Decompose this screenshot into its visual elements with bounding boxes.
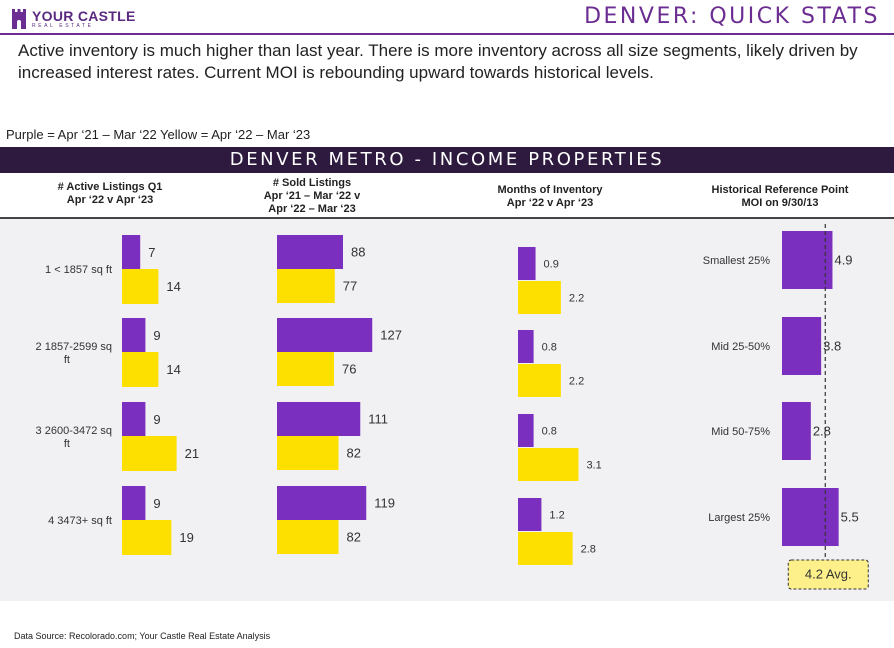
charts-canvas: 1 < 1857 sq ft 2 1857-2599 sq ft 3 2600-347… (36, 224, 869, 590)
bar-yellow (122, 436, 177, 471)
data-label: 1.2 (549, 509, 564, 521)
data-label: 9 (153, 412, 160, 427)
bar-purple (782, 488, 839, 546)
data-label: 0.9 (544, 258, 559, 270)
data-label: 2.8 (581, 543, 596, 555)
bar-yellow (277, 436, 339, 470)
data-label: 9 (153, 496, 160, 511)
column-header-months-of-inventory: Months of Inventory Apr ‘22 v Apr ‘23 (497, 184, 603, 209)
bar-purple (277, 318, 373, 352)
data-label: 3.8 (823, 338, 841, 353)
data-label: 9 (153, 328, 160, 343)
data-label: 2.2 (569, 292, 584, 304)
data-label: 2.8 (813, 423, 831, 438)
bar-yellow (122, 352, 159, 387)
category-label: Mid 50-75% (711, 426, 770, 438)
data-label: 4.9 (834, 252, 852, 267)
bar-yellow (518, 448, 579, 481)
data-label: 2.2 (569, 375, 584, 387)
title-divider (0, 33, 894, 35)
data-label: 127 (380, 327, 402, 342)
bar-purple (122, 318, 146, 353)
chart-panel: 1 < 1857 sq ft 2 1857-2599 sq ft 3 2600-347… (0, 219, 894, 601)
column-header-historical-moi: Historical Reference Point MOI on 9/30/1… (711, 184, 849, 209)
category-label: Smallest 25% (703, 255, 770, 267)
data-label: 7 (148, 245, 155, 260)
brand-subtitle: REAL ESTATE (32, 23, 94, 29)
bar-yellow (277, 352, 334, 386)
data-label: 14 (166, 279, 180, 294)
bar-purple (518, 330, 534, 363)
bar-yellow (518, 364, 561, 397)
data-label: 0.8 (542, 425, 557, 437)
data-label: 3.1 (586, 459, 601, 471)
section-banner: DENVER METRO - INCOME PROPERTIES (0, 147, 894, 173)
data-label: 82 (347, 445, 361, 460)
bar-purple (277, 486, 367, 520)
data-label: 77 (343, 278, 357, 293)
row-label: 2 1857-2599 sq ft (36, 341, 112, 366)
bar-purple (122, 235, 141, 270)
brand-logo: YOUR CASTLE REAL ESTATE (12, 6, 136, 32)
data-label: 88 (351, 244, 365, 259)
row-label: 1 < 1857 sq ft (45, 264, 112, 276)
summary-text: Active inventory is much higher than las… (18, 41, 858, 82)
bar-yellow (518, 281, 561, 314)
data-label: 76 (342, 361, 356, 376)
column-header-active-listings: # Active Listings Q1 Apr ‘22 v Apr ‘23 (57, 181, 163, 206)
column-header-sold-listings: # Sold Listings Apr ‘21 – Mar ‘22 v Apr … (263, 177, 361, 215)
bar-yellow (277, 520, 339, 554)
category-label: Mid 25-50% (711, 341, 770, 353)
category-label: Largest 25% (708, 512, 770, 524)
bar-yellow (277, 269, 335, 303)
data-source-footer: Data Source: Recolorado.com; Your Castle… (14, 631, 271, 641)
brand-name: YOUR CASTLE (32, 8, 136, 24)
bar-purple (518, 414, 534, 447)
castle-tower-icon (12, 9, 26, 29)
data-label: 21 (185, 446, 199, 461)
reference-callout-box (787, 559, 869, 590)
bar-yellow (122, 520, 172, 555)
bar-purple (782, 317, 822, 375)
bar-purple (518, 247, 536, 280)
header-divider (0, 217, 894, 219)
row-label: 3 2600-3472 sq ft (36, 425, 112, 450)
bar-purple (277, 235, 343, 269)
reference-callout-label: 4.2 Avg. (805, 566, 852, 581)
bar-yellow (518, 532, 573, 565)
data-label: 19 (179, 530, 193, 545)
bar-yellow (122, 269, 159, 304)
bar-purple (782, 402, 811, 460)
data-label: 82 (347, 529, 361, 544)
color-legend-note: Purple = Apr ‘21 – Mar ‘22 Yellow = Apr … (6, 127, 311, 142)
data-label: 5.5 (841, 509, 859, 524)
bar-purple (122, 402, 146, 437)
page-title: DENVER: QUICK STATS (584, 4, 880, 29)
row-label: 4 3473+ sq ft (48, 515, 112, 527)
bar-purple (782, 231, 833, 289)
data-label: 119 (374, 495, 395, 510)
data-label: 0.8 (542, 341, 557, 353)
data-label: 14 (166, 362, 180, 377)
bar-purple (518, 498, 542, 531)
bar-purple (122, 486, 146, 521)
bar-purple (277, 402, 361, 436)
data-label: 111 (368, 411, 388, 426)
